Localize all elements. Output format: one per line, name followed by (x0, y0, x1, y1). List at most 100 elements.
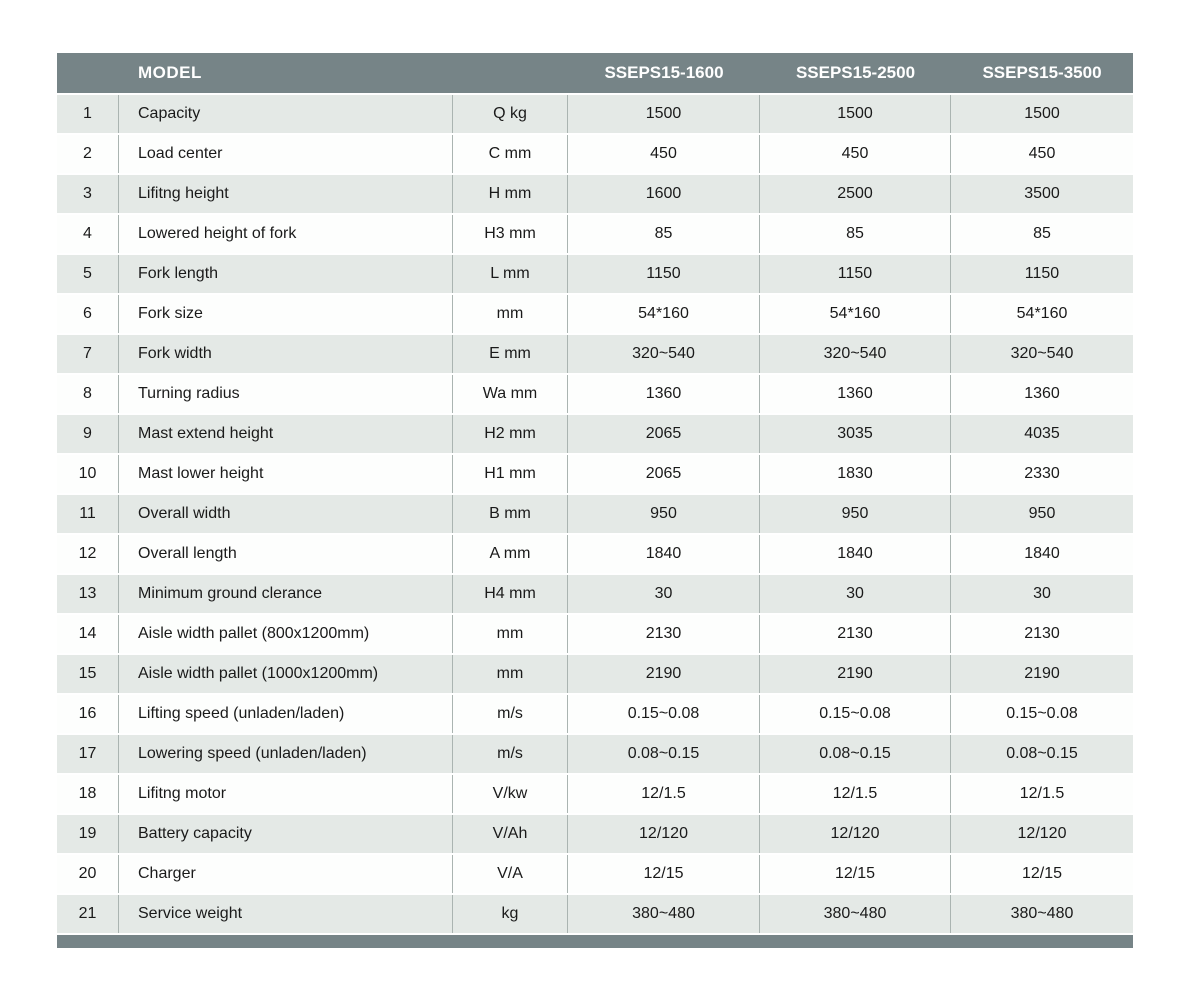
table-header-row: MODEL SSEPS15-1600 SSEPS15-2500 SSEPS15-… (57, 53, 1133, 93)
value-cell-model-3: 12/120 (1017, 825, 1067, 842)
value-cell-model-3: 0.15~0.08 (1006, 705, 1078, 722)
value-cell-model-1: 12/120 (568, 815, 760, 853)
unit-cell: kg (453, 895, 568, 933)
parameter-cell: Service weight (119, 895, 453, 933)
value-cell-model-3: 950 (1028, 505, 1056, 522)
unit-cell: H mm (453, 175, 568, 213)
value-cell-model-2: 1830 (760, 455, 951, 493)
table-row: 6 Fork size mm 54*160 54*160 54*160 (57, 293, 1133, 333)
value-cell-model-3: 4035 (1024, 425, 1060, 442)
value-cell-model-3: 2190 (1024, 665, 1060, 682)
value-cell-model-1: 1600 (568, 175, 760, 213)
table-row: 7 Fork width E mm 320~540 320~540 320~540 (57, 333, 1133, 373)
parameter-cell: Overall width (119, 495, 453, 533)
unit-cell: Wa mm (453, 375, 568, 413)
value-cell-model-1: 2065 (568, 455, 760, 493)
table-row: 21 Service weight kg 380~480 380~480 380~480 (57, 893, 1133, 933)
table-row: 20 Charger V/A 12/15 12/15 12/15 (57, 853, 1133, 893)
unit-cell: H2 mm (453, 415, 568, 453)
unit-cell: Q kg (453, 95, 568, 133)
value-cell-model-2: 54*160 (760, 295, 951, 333)
table-row: 9 Mast extend height H2 mm 2065 3035 4035 (57, 413, 1133, 453)
unit-cell: mm (453, 295, 568, 333)
header-model-2: SSEPS15-2500 (795, 63, 916, 82)
unit-cell: A mm (453, 535, 568, 573)
value-cell-model-3: 1840 (1024, 545, 1060, 562)
row-number-cell: 11 (57, 495, 119, 533)
unit-cell: B mm (453, 495, 568, 533)
unit-cell: mm (453, 655, 568, 693)
value-cell-model-1: 450 (568, 135, 760, 173)
parameter-cell: Minimum ground clerance (119, 575, 453, 613)
parameter-cell: Fork length (119, 255, 453, 293)
value-cell-model-3: 380~480 (1010, 905, 1074, 922)
header-model-label: MODEL (138, 63, 202, 82)
value-cell-model-3: 54*160 (1016, 305, 1068, 322)
parameter-cell: Fork width (119, 335, 453, 373)
value-cell-model-2: 12/1.5 (760, 775, 951, 813)
table-row: 14 Aisle width pallet (800x1200mm) mm 2130 2… (57, 613, 1133, 653)
table-row: 17 Lowering speed (unladen/laden) m/s 0.08~… (57, 733, 1133, 773)
unit-cell: H3 mm (453, 215, 568, 253)
value-cell-model-3: 1500 (1024, 105, 1060, 122)
value-cell-model-2: 1150 (760, 255, 951, 293)
parameter-cell: Battery capacity (119, 815, 453, 853)
parameter-cell: Mast extend height (119, 415, 453, 453)
parameter-cell: Aisle width pallet (800x1200mm) (119, 615, 453, 653)
row-number-cell: 14 (57, 615, 119, 653)
value-cell-model-2: 1360 (760, 375, 951, 413)
row-number-cell: 10 (57, 455, 119, 493)
value-cell-model-3: 3500 (1024, 185, 1060, 202)
parameter-cell: Lowering speed (unladen/laden) (119, 735, 453, 773)
parameter-cell: Lifting speed (unladen/laden) (119, 695, 453, 733)
value-cell-model-2: 950 (760, 495, 951, 533)
header-model-1: SSEPS15-1600 (604, 63, 724, 82)
value-cell-model-1: 2190 (568, 655, 760, 693)
row-number-cell: 8 (57, 375, 119, 413)
value-cell-model-1: 1360 (568, 375, 760, 413)
row-number-cell: 20 (57, 855, 119, 893)
value-cell-model-2: 2130 (760, 615, 951, 653)
unit-cell: L mm (453, 255, 568, 293)
value-cell-model-1: 0.08~0.15 (568, 735, 760, 773)
unit-cell: C mm (453, 135, 568, 173)
parameter-cell: Capacity (119, 95, 453, 133)
value-cell-model-2: 12/120 (760, 815, 951, 853)
unit-cell: H4 mm (453, 575, 568, 613)
value-cell-model-3: 12/1.5 (1019, 785, 1065, 802)
unit-cell: H1 mm (453, 455, 568, 493)
value-cell-model-3: 2330 (1024, 465, 1060, 482)
value-cell-model-1: 54*160 (568, 295, 760, 333)
value-cell-model-2: 0.08~0.15 (760, 735, 951, 773)
row-number-cell: 16 (57, 695, 119, 733)
table-row: 19 Battery capacity V/Ah 12/120 12/120 12/120 (57, 813, 1133, 853)
unit-cell: m/s (453, 735, 568, 773)
table-row: 2 Load center C mm 450 450 450 (57, 133, 1133, 173)
value-cell-model-3: 12/15 (1021, 865, 1063, 882)
value-cell-model-2: 450 (760, 135, 951, 173)
table-row: 5 Fork length L mm 1150 1150 1150 (57, 253, 1133, 293)
row-number-cell: 6 (57, 295, 119, 333)
value-cell-model-1: 1150 (568, 255, 760, 293)
parameter-cell: Overall length (119, 535, 453, 573)
unit-cell: E mm (453, 335, 568, 373)
table-row: 16 Lifting speed (unladen/laden) m/s 0.15~0… (57, 693, 1133, 733)
row-number-cell: 5 (57, 255, 119, 293)
table-row: 8 Turning radius Wa mm 1360 1360 1360 (57, 373, 1133, 413)
value-cell-model-1: 1500 (568, 95, 760, 133)
row-number-cell: 7 (57, 335, 119, 373)
value-cell-model-2: 2190 (760, 655, 951, 693)
value-cell-model-1: 380~480 (568, 895, 760, 933)
value-cell-model-3: 2130 (1024, 625, 1060, 642)
row-number-cell: 12 (57, 535, 119, 573)
value-cell-model-3: 1360 (1024, 385, 1060, 402)
value-cell-model-2: 12/15 (760, 855, 951, 893)
header-model-3: SSEPS15-3500 (982, 63, 1102, 82)
table-footer-bar (57, 933, 1133, 948)
value-cell-model-2: 2500 (760, 175, 951, 213)
parameter-cell: Load center (119, 135, 453, 173)
parameter-cell: Charger (119, 855, 453, 893)
specification-table: MODEL SSEPS15-1600 SSEPS15-2500 SSEPS15-… (57, 53, 1133, 948)
value-cell-model-1: 2130 (568, 615, 760, 653)
value-cell-model-3: 320~540 (1010, 345, 1074, 362)
